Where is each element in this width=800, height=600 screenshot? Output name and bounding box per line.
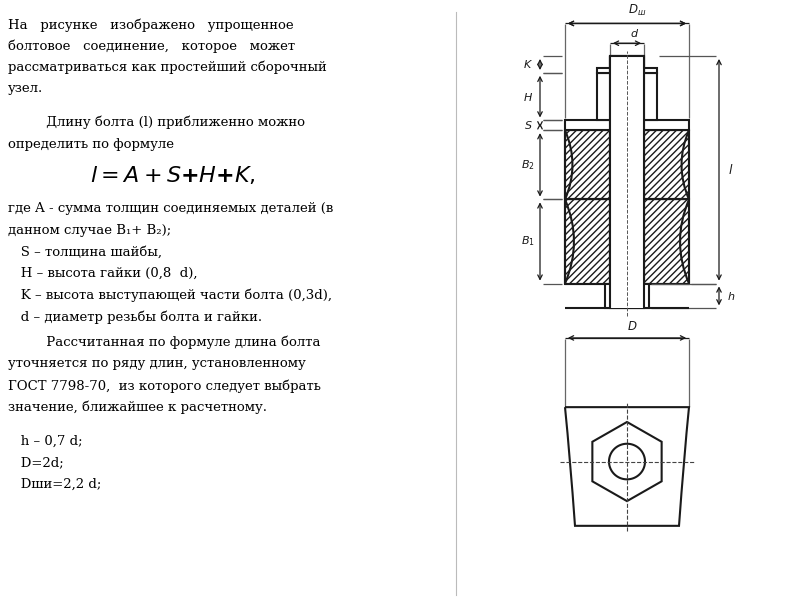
PathPatch shape [565, 407, 689, 526]
Text: данном случае B₁+ B₂);: данном случае B₁+ B₂); [8, 224, 171, 236]
Text: узел.: узел. [8, 82, 43, 95]
Bar [605, 284, 649, 308]
Bar [597, 73, 657, 121]
Polygon shape [644, 130, 689, 199]
Text: H – высота гайки (0,8  d),: H – высота гайки (0,8 d), [8, 267, 198, 280]
Text: Длину болта (l) приближенно можно: Длину болта (l) приближенно можно [8, 116, 305, 130]
Text: На   рисунке   изображено   упрощенное: На рисунке изображено упрощенное [8, 19, 294, 32]
Text: D=2d;: D=2d; [8, 457, 64, 469]
Text: определить по формуле: определить по формуле [8, 138, 174, 151]
Bar [610, 56, 644, 308]
Text: $H$: $H$ [523, 91, 533, 103]
Text: значение, ближайшее к расчетному.: значение, ближайшее к расчетному. [8, 401, 267, 415]
Bar [610, 56, 644, 73]
Text: d – диаметр резьбы болта и гайки.: d – диаметр резьбы болта и гайки. [8, 311, 262, 324]
Text: где A - сумма толщин соединяемых деталей (в: где A - сумма толщин соединяемых деталей… [8, 202, 334, 215]
Text: ГОСТ 7798-70,  из которого следует выбрать: ГОСТ 7798-70, из которого следует выбрат… [8, 379, 321, 393]
Bar [610, 121, 644, 130]
Polygon shape [644, 199, 689, 284]
Text: уточняется по ряду длин, установленному: уточняется по ряду длин, установленному [8, 358, 306, 370]
Text: рассматриваться как простейший сборочный: рассматриваться как простейший сборочный [8, 61, 326, 74]
Text: K – высота выступающей части болта (0,3d),: K – высота выступающей части болта (0,3d… [8, 289, 332, 302]
Text: $B_1$: $B_1$ [521, 235, 535, 248]
Text: h – 0,7 d;: h – 0,7 d; [8, 435, 82, 448]
Text: болтовое   соединение,   которое   может: болтовое соединение, которое может [8, 40, 295, 53]
Text: Dши=2,2 d;: Dши=2,2 d; [8, 478, 102, 491]
Text: $B_2$: $B_2$ [521, 158, 535, 172]
Text: $h$: $h$ [727, 290, 735, 302]
Text: S – толщина шайбы,: S – толщина шайбы, [8, 245, 162, 259]
Bar [565, 121, 689, 130]
Text: $D$: $D$ [626, 320, 638, 333]
Text: $l = A + S\mathbf{+}H\mathbf{+}K,$: $l = A + S\mathbf{+}H\mathbf{+}K,$ [90, 165, 256, 187]
Polygon shape [609, 444, 645, 479]
Text: $S$: $S$ [524, 119, 532, 131]
Polygon shape [565, 130, 610, 199]
Polygon shape [565, 199, 610, 284]
Polygon shape [592, 422, 662, 501]
Text: $D_{ш}$: $D_{ш}$ [628, 2, 646, 17]
Text: $l$: $l$ [728, 163, 734, 177]
Text: $K$: $K$ [523, 58, 533, 70]
Bar [610, 56, 644, 308]
Text: $d$: $d$ [630, 27, 639, 39]
Text: Рассчитанная по формуле длина болта: Рассчитанная по формуле длина болта [8, 336, 321, 349]
Bar [597, 68, 657, 73]
